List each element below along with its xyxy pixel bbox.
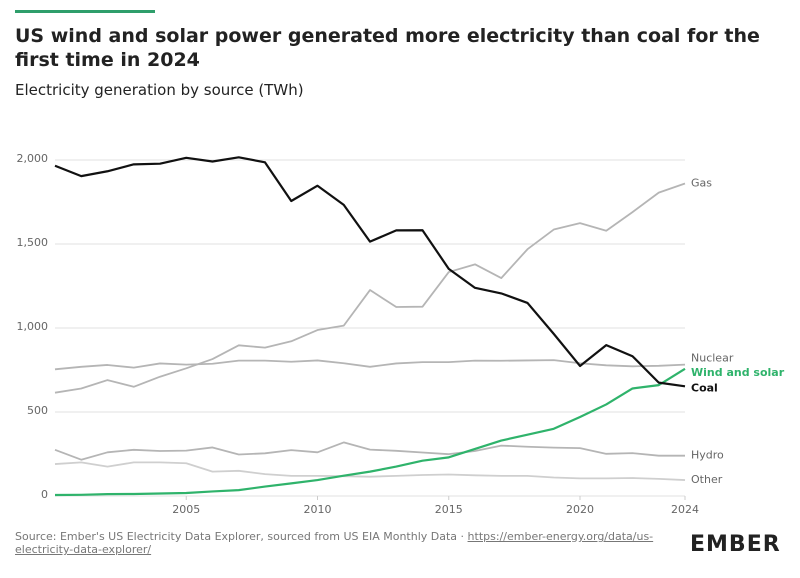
chart-subtitle: Electricity generation by source (TWh): [15, 81, 304, 99]
y-tick-label: 0: [41, 488, 48, 501]
x-tick-label: 2005: [172, 503, 200, 516]
series-line: [54, 441, 685, 461]
series-line: [54, 182, 686, 394]
source-text: Source: Ember's US Electricity Data Expl…: [15, 530, 468, 543]
series-line: [54, 156, 686, 388]
source-note: Source: Ember's US Electricity Data Expl…: [15, 530, 665, 556]
series-label: Other: [691, 473, 723, 486]
series-label: Coal: [691, 381, 718, 394]
x-tick-label: 2010: [304, 503, 332, 516]
series-label: Wind and solar: [691, 366, 785, 379]
y-tick-label: 1,500: [17, 236, 49, 249]
series-line: [54, 367, 686, 497]
x-tick-label: 2024: [671, 503, 699, 516]
series-label: Nuclear: [691, 352, 734, 365]
logo: EMBER: [690, 532, 781, 557]
series-label: Gas: [691, 177, 712, 190]
x-tick-label: 2020: [566, 503, 594, 516]
y-tick-label: 500: [27, 404, 48, 417]
series-line: [54, 359, 686, 371]
source-link[interactable]: https://ember-energy.org/data/us-electri…: [15, 530, 654, 556]
x-tick-label: 2015: [435, 503, 463, 516]
series-label: Hydro: [691, 449, 724, 462]
y-tick-label: 1,000: [17, 320, 49, 333]
series-line: [54, 461, 686, 481]
accent-bar: [15, 10, 155, 13]
chart-title: US wind and solar power generated more e…: [15, 25, 760, 71]
y-tick-label: 2,000: [17, 152, 49, 165]
